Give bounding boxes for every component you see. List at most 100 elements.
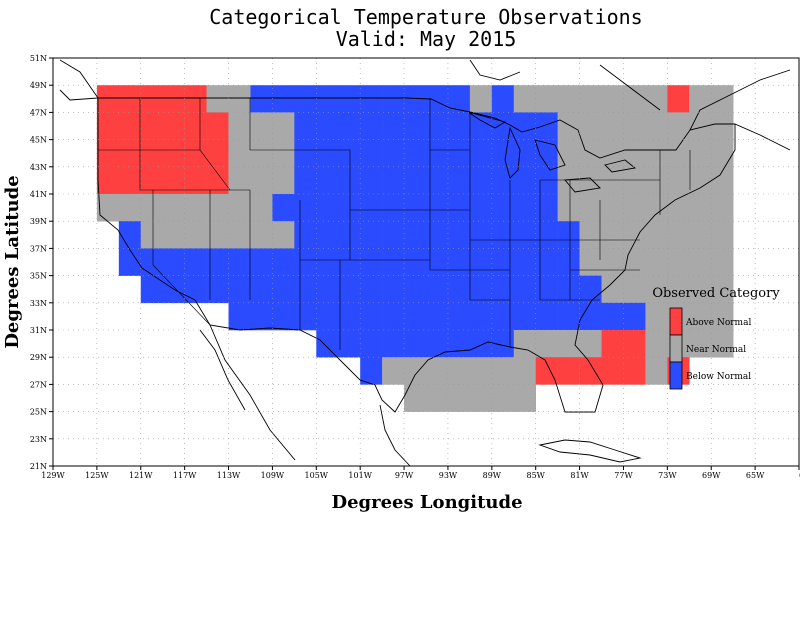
grid-cell <box>206 139 229 168</box>
grid-cell <box>579 302 602 331</box>
us-outline <box>97 97 736 413</box>
grid-cell <box>667 85 690 113</box>
grid-cell <box>162 85 185 113</box>
grid-cell <box>491 330 515 358</box>
grid-cell <box>338 248 361 276</box>
grid-cell <box>184 194 207 222</box>
grid-cell <box>689 112 712 140</box>
grid-cell <box>601 330 624 358</box>
grid-cell <box>601 194 624 222</box>
x-tick-label: 101W <box>348 471 372 480</box>
grid-cell <box>404 194 427 222</box>
grid-cell <box>184 221 207 249</box>
grid-cell <box>491 139 515 168</box>
grid-cell <box>535 166 558 195</box>
grid-cell <box>272 275 295 304</box>
grid-cell <box>382 112 405 140</box>
grid-cell <box>469 166 493 195</box>
grid-cell <box>513 248 537 276</box>
grid-cell <box>228 221 251 249</box>
grid-cell <box>426 221 449 249</box>
grid-cell <box>601 221 624 249</box>
grid-cell <box>294 275 317 304</box>
grid-cell <box>689 139 712 168</box>
y-tick-label: 35N <box>30 272 47 281</box>
grid-cell <box>162 112 185 140</box>
grid-cell <box>360 302 383 331</box>
grid-cell <box>316 248 339 276</box>
grid-cell <box>535 248 558 276</box>
grid-cell <box>557 302 580 331</box>
state-borders <box>98 98 691 350</box>
boundary-lines <box>59 59 791 467</box>
grid-cell <box>667 112 690 140</box>
grid-cell <box>426 194 449 222</box>
cuba-coast <box>538 439 642 463</box>
grid-cell <box>601 248 624 276</box>
grid-cell <box>338 194 361 222</box>
grid-cell <box>404 85 427 113</box>
grid-cell <box>491 302 515 331</box>
grid-cell <box>711 221 734 249</box>
grid-cell <box>206 166 229 195</box>
y-tick-label: 51N <box>30 54 47 63</box>
grid-cell <box>118 139 142 168</box>
grid-cell <box>272 194 295 222</box>
grid-cell <box>535 275 558 304</box>
grid-cell <box>382 221 405 249</box>
grid-cell <box>426 112 449 140</box>
grid-cell <box>447 85 471 113</box>
grid-cell <box>228 139 251 168</box>
grid-cell <box>469 139 493 168</box>
grid-cell <box>491 357 515 385</box>
x-tick-label: 109W <box>261 471 285 480</box>
grid-cell <box>645 112 668 140</box>
grid-cell <box>360 194 383 222</box>
grid-cell <box>711 139 734 168</box>
grid-cell <box>645 221 668 249</box>
grid-cell <box>404 166 427 195</box>
grid-cell <box>140 166 164 195</box>
grid-cell <box>140 194 164 222</box>
x-tick-label: 93W <box>439 471 458 480</box>
grid-cell <box>645 85 668 113</box>
grid-cell <box>645 330 668 358</box>
grid-cell <box>118 194 142 222</box>
grid-cell <box>184 112 207 140</box>
y-tick-label: 47N <box>30 108 47 117</box>
grid-cell <box>667 166 690 195</box>
grid-cell <box>294 112 317 140</box>
y-tick-label: 33N <box>30 299 47 308</box>
grid-cell <box>404 275 427 304</box>
grid-cell <box>272 85 295 113</box>
grid-cell <box>96 85 120 113</box>
grid-cell <box>579 194 602 222</box>
grid-cell <box>469 275 493 304</box>
grid-cell <box>272 248 295 276</box>
grid-cell <box>579 166 602 195</box>
grid-cell <box>557 275 580 304</box>
x-tick-label: 73W <box>658 471 677 480</box>
grid-cell <box>96 112 120 140</box>
grid-cell <box>557 221 580 249</box>
grid-cell <box>447 194 471 222</box>
grid-cell <box>513 330 537 358</box>
x-tick-label: 65W <box>746 471 765 480</box>
legend: Observed Category Above Normal Near Norma… <box>652 286 780 390</box>
grid-cell <box>206 221 229 249</box>
legend-label: Near Normal <box>686 345 746 355</box>
grid-cell <box>162 139 185 168</box>
grid-cell <box>404 357 427 385</box>
x-tick-label: 105W <box>305 471 329 480</box>
grid-cell <box>623 112 646 140</box>
grid-cell <box>579 275 602 304</box>
grid-cell <box>250 275 273 304</box>
legend-label: Below Normal <box>686 372 751 382</box>
grid-cell <box>469 357 493 385</box>
grid-cell <box>206 112 229 140</box>
grid-cell <box>447 275 471 304</box>
grid-cell <box>250 139 273 168</box>
grid-cell <box>557 112 580 140</box>
y-tick-label: 37N <box>30 244 47 253</box>
